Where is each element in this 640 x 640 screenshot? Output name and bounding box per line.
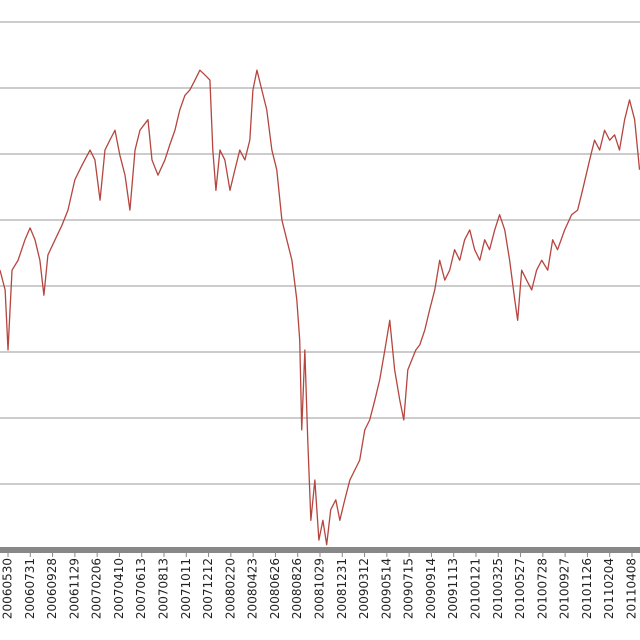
x-tick-label: 20070813 [157, 558, 171, 619]
x-tick-label: 20090312 [357, 558, 371, 619]
x-tick-label: 20100927 [558, 558, 572, 619]
x-tick-label: 20100728 [535, 558, 549, 619]
x-tick-label: 20060731 [23, 558, 37, 619]
x-tick-label: 20080220 [223, 558, 237, 619]
x-tick-label: 20080423 [246, 558, 260, 619]
x-tick-label: 20080826 [290, 558, 304, 619]
x-tick-label: 20071212 [201, 558, 215, 619]
x-tick-label: 20081231 [335, 558, 349, 619]
x-tick-label: 20081029 [313, 558, 327, 619]
x-tick-label: 20101126 [580, 558, 594, 619]
price-line [0, 69, 640, 546]
x-tick-label: 20060928 [45, 558, 59, 619]
x-tick-label: 20090914 [424, 558, 438, 619]
x-tick-label: 20070206 [90, 558, 104, 619]
x-tick-label: 20070613 [134, 558, 148, 619]
x-tick-label: 20071011 [179, 558, 193, 619]
x-tick-label: 20070410 [112, 558, 126, 619]
x-tick-label: 20060530 [1, 558, 15, 619]
x-tick-label: 20100325 [491, 558, 505, 619]
x-tick-label: 20090715 [402, 558, 416, 619]
x-tick-label: 20110408 [624, 558, 638, 619]
x-tick-label: 20080626 [268, 558, 282, 619]
x-tick-label: 20100527 [513, 558, 527, 619]
x-tick-label: 20061129 [67, 558, 81, 619]
x-tick-label: 20110204 [602, 558, 616, 619]
x-tick-label: 20091113 [446, 558, 460, 619]
x-tick-label: 20100121 [468, 558, 482, 619]
x-tick-label: 20090514 [379, 558, 393, 619]
